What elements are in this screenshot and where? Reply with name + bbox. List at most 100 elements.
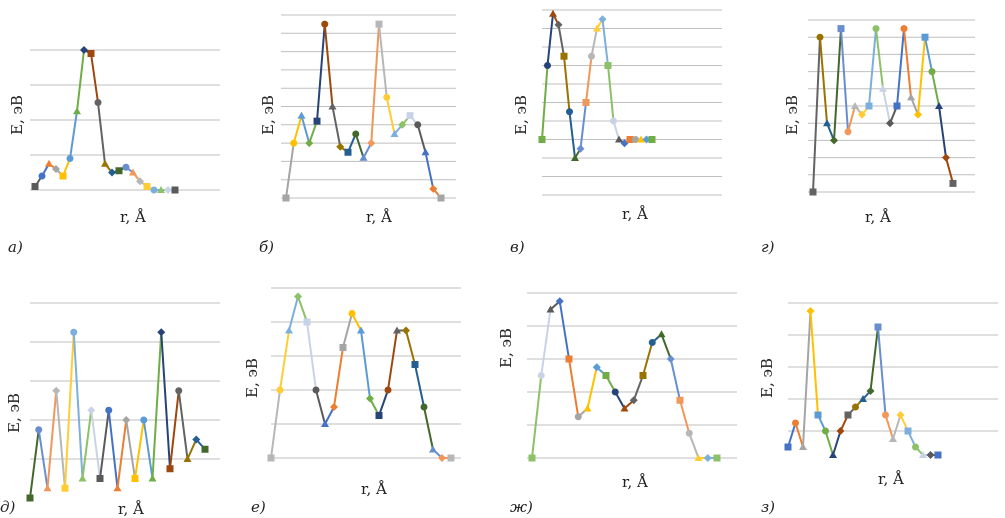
- data-point: [171, 186, 179, 194]
- series-segment: [802, 310, 812, 448]
- data-point: [108, 168, 116, 177]
- data-point: [889, 435, 897, 442]
- data-point: [926, 451, 935, 459]
- series-segment: [869, 326, 879, 392]
- data-point: [648, 339, 656, 346]
- data-point: [357, 326, 365, 334]
- series-segment: [585, 56, 593, 103]
- data-point: [537, 372, 545, 379]
- series-segment: [809, 310, 819, 416]
- data-point: [836, 427, 845, 435]
- series-segment: [660, 333, 672, 360]
- chart-panel-1: E, эВ r, Å а): [0, 0, 251, 258]
- data-point: [375, 20, 383, 28]
- data-point: [143, 183, 151, 190]
- y-axis-label: E, эВ: [8, 95, 26, 135]
- series-segment: [90, 53, 99, 103]
- series-segment: [642, 342, 654, 376]
- data-point: [87, 406, 96, 415]
- panel-label: з): [761, 498, 776, 516]
- series-segment: [360, 330, 371, 399]
- series-segment: [917, 37, 926, 115]
- data-point: [637, 135, 645, 143]
- series-segment: [903, 28, 912, 98]
- x-axis-label: r, Å: [120, 208, 146, 226]
- data-point: [136, 177, 144, 186]
- data-point: [896, 411, 905, 419]
- series-segment: [832, 430, 842, 456]
- series-segment: [541, 65, 549, 140]
- series-segment: [568, 358, 580, 417]
- data-point: [629, 396, 638, 405]
- data-point: [921, 33, 929, 41]
- data-point: [610, 117, 617, 125]
- data-point: [583, 404, 592, 412]
- data-point: [799, 443, 807, 450]
- series-segment: [423, 406, 434, 450]
- series-segment: [37, 429, 49, 489]
- series-segment: [833, 28, 842, 141]
- x-axis-label: r, Å: [361, 480, 387, 498]
- data-point: [859, 395, 867, 402]
- data-point: [632, 136, 639, 143]
- series-segment: [378, 389, 389, 416]
- series-segment: [840, 28, 849, 132]
- series-segment: [315, 389, 326, 425]
- series-segment: [607, 65, 615, 122]
- data-point: [666, 355, 675, 363]
- data-point: [290, 139, 298, 147]
- data-point: [879, 84, 887, 92]
- series-segment: [824, 430, 834, 456]
- data-point: [792, 419, 799, 427]
- series-segment: [557, 24, 565, 57]
- series-segment: [787, 422, 797, 448]
- series-segment: [300, 115, 311, 144]
- panel-label: в): [510, 238, 525, 256]
- series-segment: [632, 375, 644, 401]
- y-axis-label: E, эВ: [758, 358, 776, 398]
- chart-panel-5: E, эВ r, Å д): [0, 258, 251, 518]
- series-segment: [125, 419, 136, 479]
- data-point: [164, 186, 172, 194]
- data-point: [94, 99, 102, 106]
- data-point: [113, 484, 122, 492]
- data-point: [303, 318, 311, 326]
- series-segment: [546, 13, 554, 66]
- series-segment: [669, 358, 681, 401]
- data-point: [806, 307, 815, 315]
- data-point: [312, 386, 320, 394]
- series-segment: [847, 105, 856, 133]
- data-point: [411, 361, 419, 368]
- series-segment: [288, 296, 299, 331]
- series-segment: [387, 330, 398, 391]
- series-segment: [819, 37, 828, 124]
- data-point: [822, 427, 829, 435]
- data-point: [348, 310, 356, 317]
- data-point: [823, 119, 831, 127]
- data-point: [598, 15, 607, 24]
- data-point: [402, 326, 410, 335]
- panel-label: е): [251, 498, 266, 516]
- series-segment: [29, 429, 40, 499]
- series-segment: [72, 332, 84, 479]
- series-segment: [69, 111, 78, 159]
- data-point: [384, 386, 392, 394]
- chart-panel-2: E, эВ r, Å б): [251, 0, 502, 258]
- data-point: [560, 52, 568, 60]
- data-point: [611, 388, 619, 396]
- series-segment: [679, 399, 691, 434]
- series-segment: [342, 313, 353, 348]
- data-point: [282, 194, 290, 202]
- series-segment: [590, 28, 598, 57]
- data-point: [352, 130, 360, 138]
- data-point: [928, 68, 936, 76]
- chart-panel-6: E, эВ r, Å е): [243, 258, 502, 516]
- data-point: [648, 136, 656, 143]
- series-segment: [323, 24, 334, 107]
- data-point: [70, 328, 78, 336]
- data-point: [588, 52, 595, 60]
- data-point: [305, 139, 314, 148]
- data-point: [900, 25, 908, 33]
- data-point: [321, 420, 329, 427]
- series-segment: [331, 106, 342, 147]
